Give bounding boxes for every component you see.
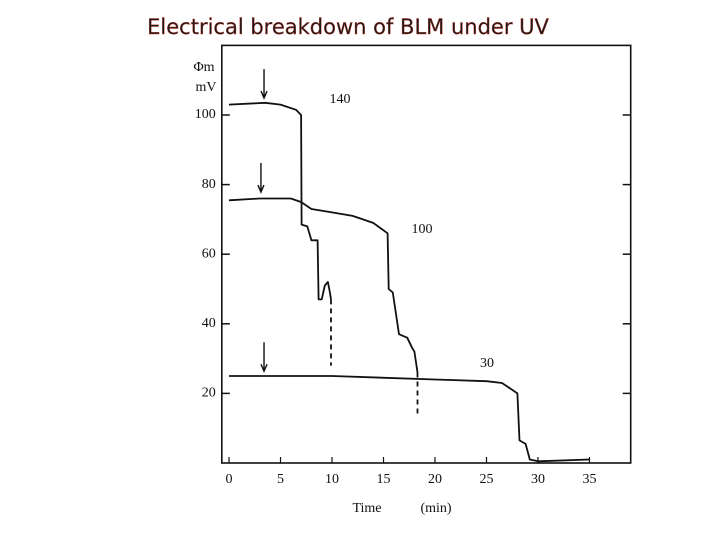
plot-frame [221, 44, 632, 464]
y-tick-label: 40 [202, 316, 216, 331]
y-tick-label: 100 [195, 107, 216, 122]
y-axis-label: Φm [193, 60, 214, 75]
y-tick-label: 80 [202, 177, 216, 192]
x-tick-label: 30 [531, 472, 545, 487]
y-tick-label: 60 [202, 246, 216, 261]
x-tick-label: 0 [226, 472, 233, 487]
series-line [228, 101, 332, 301]
arrow [257, 163, 265, 194]
series-label: 100 [412, 222, 433, 237]
series-line [228, 197, 419, 373]
y-axis-unit: mV [196, 80, 217, 95]
x-tick-label: 20 [428, 472, 442, 487]
arrow [260, 342, 268, 374]
x-tick-label: 25 [480, 472, 494, 487]
series-label: 140 [330, 92, 351, 107]
x-axis-label: Time [352, 501, 381, 516]
y-tick-label: 20 [202, 386, 216, 401]
x-axis-unit: (min) [420, 501, 451, 516]
series-line [229, 375, 590, 463]
x-tick-label: 15 [377, 472, 391, 487]
arrow [260, 69, 268, 100]
chart-title: Electrical breakdown of BLM under UV [147, 15, 549, 39]
x-tick-label: 5 [277, 472, 284, 487]
x-tick-label: 10 [325, 472, 339, 487]
series-label: 30 [480, 356, 494, 371]
x-tick-label: 35 [583, 472, 597, 487]
